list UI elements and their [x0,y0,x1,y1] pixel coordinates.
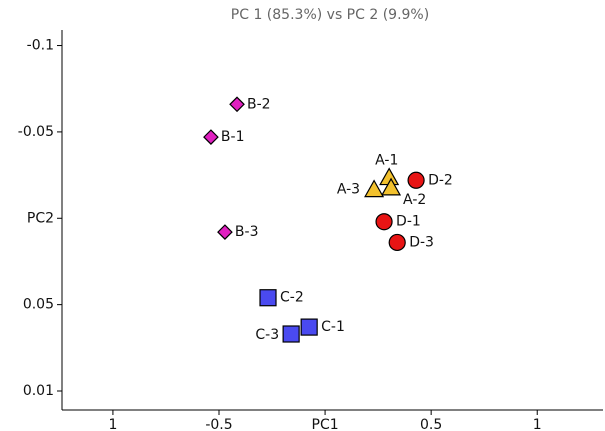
point-label: B-3 [235,224,259,240]
x-tick-label: 1 [533,417,542,431]
point-label: C-3 [255,327,279,343]
point-label: B-2 [247,96,271,112]
point [259,289,277,307]
x-tick-label: -0.5 [205,417,232,431]
point [217,224,233,240]
point [229,96,245,113]
y-tick-label: 0.05 [23,297,54,313]
point [388,233,406,252]
point [407,171,425,189]
point-label: A-3 [337,182,360,198]
point-label: A-1 [375,153,398,169]
point [375,213,393,231]
point [282,325,300,343]
point-label: A-2 [403,192,426,208]
point-label: D-2 [428,172,453,188]
chart-title: PC 1 (85.3%) vs PC 2 (9.9%) [231,7,429,23]
point-label: C-2 [280,290,304,306]
y-tick-label: PC2 [27,210,54,226]
point-label: C-1 [321,319,345,335]
point-label: B-1 [221,129,245,145]
point [300,318,318,336]
y-tick-label: -0.05 [18,124,54,140]
point-label: D-1 [396,214,421,230]
x-tick-label: 0.5 [420,417,442,431]
point [203,129,219,145]
y-tick-label: -0.1 [27,38,54,54]
point [364,179,385,198]
point-label: D-3 [409,234,434,250]
y-tick-label: 0.01 [23,383,54,399]
point [381,177,402,196]
x-tick-label: PC1 [312,417,339,431]
x-tick-label: 1 [108,417,117,431]
